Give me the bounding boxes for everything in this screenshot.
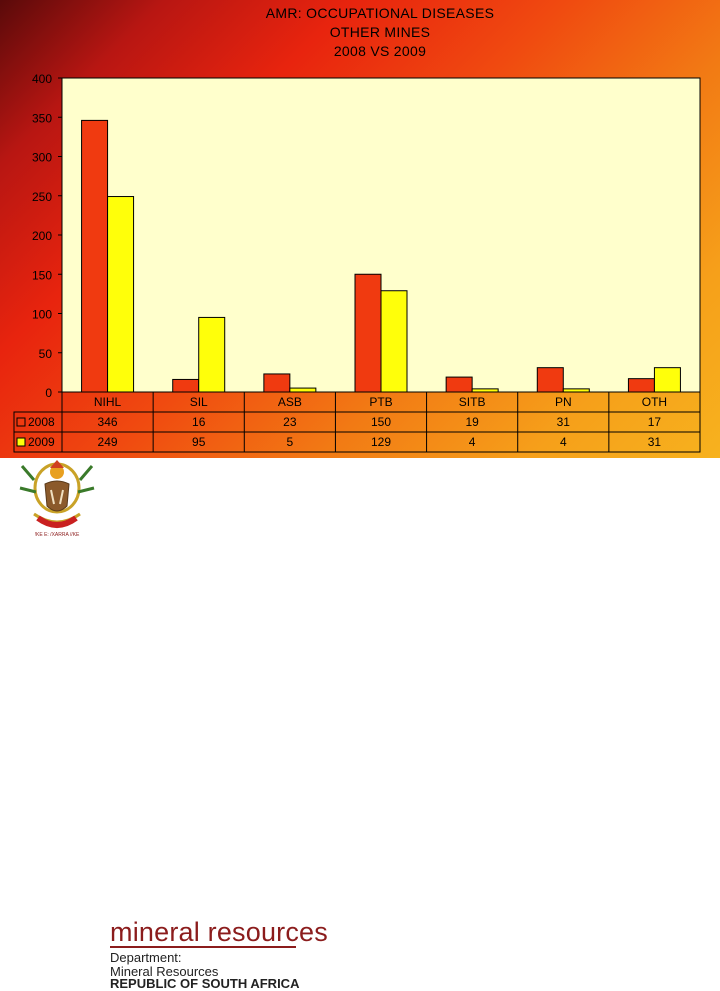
data-table-value: 4 bbox=[469, 435, 476, 449]
emblem-motto: !KE E: /XARRA //KE bbox=[35, 532, 80, 538]
chart-title-line-2: OTHER MINES bbox=[329, 24, 431, 40]
chart-title: AMR: OCCUPATIONAL DISEASES OTHER MINES 2… bbox=[140, 4, 620, 61]
data-table-value: 5 bbox=[287, 435, 294, 449]
bar-2009-sitb bbox=[471, 388, 499, 393]
bar-2008-sil bbox=[172, 378, 200, 393]
bar-2008-nihl bbox=[81, 119, 109, 393]
chart-title-line-1: AMR: OCCUPATIONAL DISEASES bbox=[265, 5, 495, 21]
data-table-value: 129 bbox=[371, 435, 391, 449]
data-table-value: 4 bbox=[560, 435, 567, 449]
y-tick-label: 250 bbox=[32, 190, 52, 204]
bar-2009-asb bbox=[289, 387, 317, 393]
y-tick-label: 300 bbox=[32, 151, 52, 165]
data-table-value: 19 bbox=[465, 415, 479, 429]
bar-2008-asb bbox=[263, 373, 291, 393]
slide-background: AMR: OCCUPATIONAL DISEASES OTHER MINES 2… bbox=[0, 0, 720, 458]
data-table-value: 16 bbox=[192, 415, 206, 429]
x-tick-label: SIL bbox=[190, 395, 208, 409]
department-label: Department: bbox=[110, 950, 182, 965]
y-tick-label: 400 bbox=[32, 72, 52, 86]
x-tick-label: SITB bbox=[459, 395, 486, 409]
country-name: REPUBLIC OF SOUTH AFRICA bbox=[110, 976, 300, 991]
legend-swatch-2008 bbox=[16, 417, 26, 427]
legend-label-2008: 2008 bbox=[28, 415, 55, 429]
legend-label-2009: 2009 bbox=[28, 435, 55, 449]
bar-2009-pn bbox=[562, 388, 590, 393]
data-table-value: 23 bbox=[283, 415, 297, 429]
brand-divider bbox=[110, 946, 296, 948]
y-tick-label: 200 bbox=[32, 229, 52, 243]
data-table-value: 31 bbox=[648, 435, 662, 449]
y-tick-label: 100 bbox=[32, 308, 52, 322]
data-table-value: 150 bbox=[371, 415, 391, 429]
data-table-value: 346 bbox=[98, 415, 118, 429]
x-tick-label: NIHL bbox=[94, 395, 122, 409]
bar-2008-oth bbox=[627, 378, 655, 393]
bar-chart: 0 50 100 150 200 250 300 350 400 NIHL 346 249 SIL 16 9… bbox=[13, 72, 701, 453]
bar-2009-oth bbox=[653, 367, 681, 393]
bar-2009-nihl bbox=[107, 196, 135, 393]
footer: !KE E: /XARRA //KE mineral resources Dep… bbox=[0, 458, 720, 991]
y-tick-label: 50 bbox=[39, 347, 53, 361]
y-tick-label: 150 bbox=[32, 268, 52, 282]
x-tick-label: PTB bbox=[369, 395, 392, 409]
y-tick-label: 350 bbox=[32, 111, 52, 125]
data-table-value: 95 bbox=[192, 435, 206, 449]
brand-name: mineral resources bbox=[110, 917, 328, 947]
coat-of-arms-emblem: !KE E: /XARRA //KE bbox=[19, 460, 95, 538]
legend-swatch-2009 bbox=[16, 437, 26, 447]
x-tick-label: PN bbox=[555, 395, 572, 409]
chart-title-line-3: 2008 VS 2009 bbox=[333, 43, 427, 59]
data-table-value: 249 bbox=[98, 435, 118, 449]
bar-2008-ptb bbox=[354, 273, 382, 393]
bar-2009-sil bbox=[198, 316, 226, 393]
bar-2009-ptb bbox=[380, 290, 408, 393]
x-tick-label: OTH bbox=[642, 395, 667, 409]
data-table-value: 31 bbox=[557, 415, 571, 429]
y-tick-label: 0 bbox=[45, 386, 52, 400]
bar-2008-sitb bbox=[445, 376, 473, 393]
data-table-value: 17 bbox=[648, 415, 662, 429]
x-tick-label: ASB bbox=[278, 395, 302, 409]
bar-2008-pn bbox=[536, 367, 564, 393]
